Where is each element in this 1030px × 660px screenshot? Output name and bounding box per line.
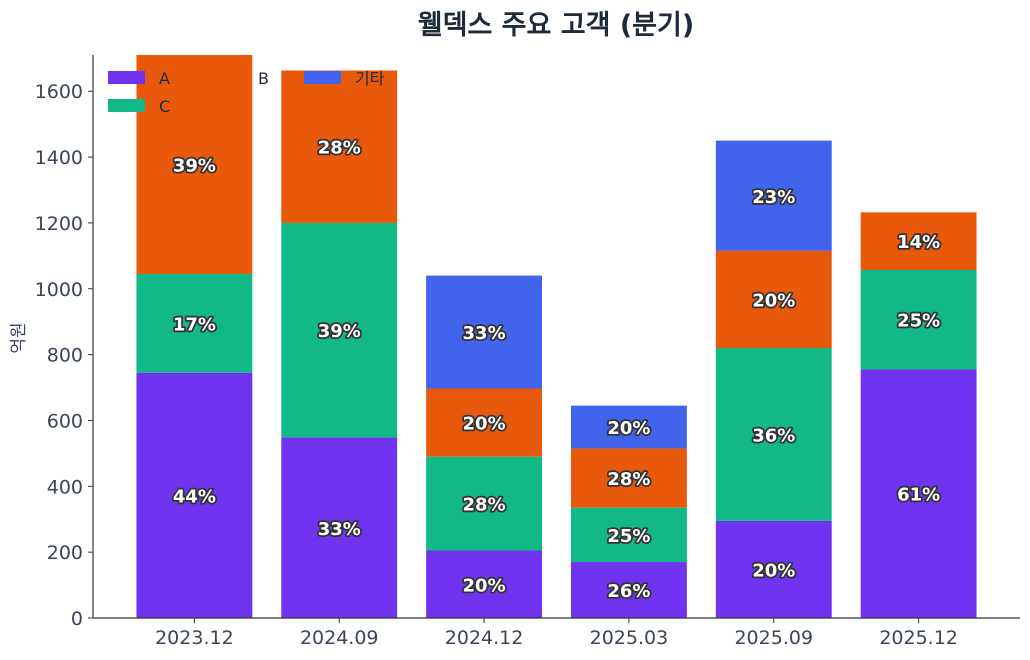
bar-segment [136, 372, 253, 618]
x-tick-label: 2024.09 [300, 627, 379, 649]
bar-segment [570, 405, 687, 449]
data-label: 20% [463, 575, 506, 596]
bar-segment [570, 562, 687, 618]
bar-segment [570, 507, 687, 563]
data-label: 33% [318, 519, 361, 540]
data-label: 44% [173, 486, 216, 507]
y-tick-label: 400 [47, 476, 83, 498]
y-tick-label: 200 [47, 542, 83, 564]
bar-segment [860, 269, 977, 370]
y-tick-label: 800 [47, 345, 83, 367]
data-label: 26% [607, 581, 650, 602]
legend-swatch [108, 71, 145, 84]
bar-segment [281, 222, 398, 438]
bar-segment [715, 348, 832, 521]
data-label: 17% [173, 314, 216, 335]
bar-segment [426, 275, 543, 389]
data-label: 20% [463, 414, 506, 435]
bar-segment [715, 250, 832, 349]
y-tick-label: 1400 [35, 147, 83, 169]
data-label: 25% [607, 526, 650, 547]
bars-group [136, 55, 977, 618]
data-label: 14% [897, 232, 940, 253]
legend-swatch [108, 99, 145, 112]
axes-group: 0 200 400 600 800 1000 1200 1400 1600 2023.12 2024… [35, 55, 1020, 649]
legend-label: C [159, 97, 170, 116]
bar-segment [281, 437, 398, 618]
data-label: 36% [752, 425, 795, 446]
data-label: 61% [897, 485, 940, 506]
bar-segment [715, 140, 832, 251]
bar-segment [570, 448, 687, 508]
data-label: 20% [752, 560, 795, 581]
legend: A B 기타 C [108, 69, 385, 116]
bar-segment [715, 520, 832, 618]
bar-segment [136, 55, 253, 274]
x-tick-label: 2025.12 [879, 627, 958, 649]
data-label: 28% [318, 138, 361, 159]
y-axis-label: 억원 [9, 322, 29, 353]
x-tick-label: 2023.12 [155, 627, 234, 649]
bar-segment [426, 388, 543, 457]
x-tick-label: 2024.12 [445, 627, 524, 649]
data-label: 28% [463, 495, 506, 516]
data-label: 20% [607, 418, 650, 439]
data-label: 20% [752, 290, 795, 311]
legend-label: 기타 [355, 69, 385, 88]
legend-swatch [304, 71, 341, 84]
data-label: 39% [173, 155, 216, 176]
y-tick-label: 0 [71, 608, 83, 630]
y-tick-label: 1600 [35, 81, 83, 103]
data-label: 23% [752, 187, 795, 208]
bar-segment [426, 550, 543, 618]
x-tick-label: 2025.09 [734, 627, 813, 649]
chart-title: 웰덱스 주요 고객 (분기) [418, 10, 694, 41]
legend-label: A [159, 69, 170, 88]
data-label: 33% [463, 323, 506, 344]
x-tick-label: 2025.03 [590, 627, 669, 649]
bar-labels-group: 44% 17% 39% 33% 39% 28% 20% 28% 20% 33% 26% 25% 28% 2… [171, 136, 942, 604]
bar-segment [426, 456, 543, 551]
legend-label: B [258, 69, 269, 88]
y-tick-label: 1000 [35, 279, 83, 301]
data-label: 28% [607, 469, 650, 490]
data-label: 39% [318, 321, 361, 342]
y-tick-label: 600 [47, 410, 83, 432]
bar-segment [860, 369, 977, 618]
bar-segment [860, 212, 977, 270]
bar-segment [136, 273, 253, 373]
bar-segment [281, 70, 398, 223]
data-label: 25% [897, 311, 940, 332]
y-tick-label: 1200 [35, 213, 83, 235]
